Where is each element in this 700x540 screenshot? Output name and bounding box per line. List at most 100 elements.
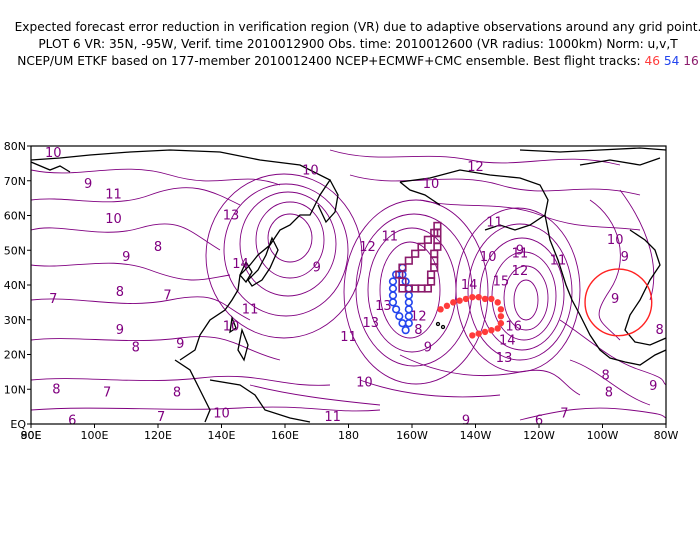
coastlines — [31, 147, 666, 423]
contour-label: 6 — [68, 414, 76, 429]
track-point — [456, 297, 463, 304]
track-point — [411, 249, 420, 258]
contour-label: 12 — [512, 264, 529, 279]
track-label-2: 54 — [663, 54, 680, 68]
contour-label: 9 — [116, 323, 124, 338]
contour-label: 7 — [157, 410, 165, 425]
y-tick-label: 50N — [4, 244, 26, 257]
track-point — [430, 228, 439, 237]
x-tick-label: 100W — [587, 429, 619, 442]
contour-label: 11 — [550, 254, 567, 269]
track-point — [497, 313, 505, 320]
contour-label: 7 — [49, 292, 57, 307]
track-point — [388, 277, 398, 286]
contour-label: 8 — [173, 386, 181, 401]
contour-label: 10 — [213, 407, 230, 422]
y-tick-label: 20N — [4, 349, 26, 362]
contour-label: 9 — [424, 341, 432, 356]
track-point — [426, 277, 436, 286]
y-axis: EQ 10N 20N 30N 40N 50N 60N 70N 80N — [4, 140, 31, 431]
x-tick-label: 160W — [396, 429, 428, 442]
contour-label: 10 — [423, 177, 440, 192]
contour-label: 13 — [223, 209, 240, 224]
contour-label: 11 — [105, 188, 122, 203]
track-point — [450, 299, 457, 306]
track-point — [475, 293, 482, 301]
y-tick-label: 80N — [4, 140, 26, 153]
track-point — [494, 299, 501, 306]
contour-label: 15 — [493, 275, 510, 290]
y-tick-label: 40N — [4, 279, 26, 292]
flight-tracks — [388, 221, 505, 339]
track-point — [488, 295, 495, 303]
track-point — [417, 242, 426, 251]
track-label-1: 46 — [644, 54, 660, 68]
x-tick-label: 120W — [523, 429, 555, 442]
contour-label: 11 — [512, 247, 529, 262]
track-point — [404, 256, 413, 265]
track-point — [404, 298, 413, 307]
x-tick-label: 80W — [654, 429, 679, 442]
track-point — [443, 302, 451, 310]
track-point — [433, 221, 442, 231]
contour-label: 13 — [375, 299, 392, 314]
y-tick-label: EQ — [10, 418, 26, 431]
track-point — [469, 332, 476, 339]
contour-label: 8 — [414, 323, 422, 338]
track-point — [469, 293, 476, 301]
contour-label: 7 — [560, 407, 568, 422]
contour-label: 11 — [382, 229, 399, 244]
track-point — [481, 328, 489, 336]
track-point — [433, 242, 442, 251]
contour-label: 9 — [313, 261, 321, 276]
y-tick-label: 30N — [4, 314, 26, 327]
contour-label: 8 — [52, 382, 60, 397]
contour-label: 9 — [462, 414, 470, 429]
contour-label: 6 — [535, 414, 543, 429]
contour-label: 8 — [154, 240, 162, 255]
track-point — [462, 295, 470, 303]
track-point — [437, 306, 444, 313]
contour-label: 10 — [45, 146, 62, 161]
contour-label: 10 — [223, 320, 240, 335]
track-16 — [395, 221, 442, 293]
track-point — [475, 330, 482, 337]
x-tick-label: 120E — [144, 429, 172, 442]
contour-label: 8 — [116, 285, 124, 300]
contour-label: 9 — [176, 337, 184, 352]
contour-label: 9 — [611, 292, 619, 307]
contour-label: 13 — [496, 351, 513, 366]
contour-lines — [31, 149, 666, 421]
track-point — [423, 235, 432, 244]
track-point — [430, 249, 439, 258]
track-46 — [437, 293, 505, 339]
y-tick-label: 70N — [4, 175, 26, 188]
track-point — [398, 263, 407, 272]
track-point — [395, 312, 404, 321]
track-point — [388, 291, 398, 300]
header-line-1: Expected forecast error reduction in ver… — [14, 20, 700, 34]
y-tick-label: 60N — [4, 210, 26, 223]
track-point — [388, 298, 398, 307]
track-point — [398, 277, 407, 286]
x-tick-label: 140W — [460, 429, 492, 442]
x-tick-label: 100E — [81, 429, 109, 442]
header-line-2: PLOT 6 VR: 35N, -95W, Verif. time 201001… — [38, 37, 678, 51]
contour-label: 7 — [163, 288, 171, 303]
track-point — [497, 320, 505, 327]
track-point — [426, 270, 436, 279]
x-tick-label: 140E — [208, 429, 236, 442]
contour-label: 13 — [362, 316, 379, 331]
contour-label: 8 — [656, 323, 664, 338]
contour-label: 9 — [621, 250, 629, 265]
contour-label: 9 — [84, 177, 92, 192]
contour-label: 16 — [505, 320, 522, 335]
contour-label: 7 — [103, 386, 111, 401]
track-point — [404, 291, 413, 300]
x-tick-label: 80E — [21, 429, 42, 442]
track-54 — [388, 263, 413, 335]
x-tick-label: 90E — [21, 429, 42, 442]
